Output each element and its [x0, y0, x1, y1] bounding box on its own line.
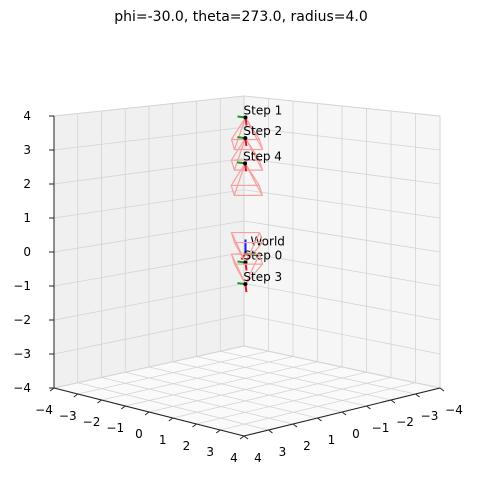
camera-frustum-edge	[233, 117, 247, 150]
y-tick-label: −1	[372, 421, 390, 435]
x-tick-label: 1	[159, 433, 167, 447]
grid-line	[243, 189, 441, 219]
world-label: World	[251, 235, 285, 249]
grid-line	[53, 158, 245, 185]
y-tick	[439, 387, 445, 392]
x-tick	[215, 429, 221, 434]
y-tick-label: 4	[254, 451, 262, 465]
z-tick-label: 3	[23, 143, 31, 157]
x-tick-label: 4	[230, 451, 238, 465]
camera-step-2: Step 2	[230, 124, 282, 171]
y-tick-label: 2	[303, 439, 311, 453]
z-tick-label: −1	[13, 279, 31, 293]
grid-line	[243, 126, 441, 151]
y-tick	[390, 399, 396, 404]
grid-line	[220, 350, 416, 395]
x-tick	[192, 423, 197, 428]
z-tick-label: 2	[23, 177, 31, 191]
y-tick-label: 3	[279, 445, 287, 459]
grid-lines	[53, 95, 441, 437]
grid-line	[243, 345, 441, 389]
axis-ticks: −4 −3 −2 −1 0 1 2 3 4 −4 −3 −2 −1 0 1 2 3 4 −4 −3 −2 −1 0 1 2 3 4	[13, 109, 463, 465]
camera-center	[243, 136, 248, 141]
x-tick	[144, 411, 150, 416]
grid-line	[148, 366, 343, 413]
z-tick-label: −3	[13, 347, 31, 361]
x-tick-label: −4	[35, 403, 53, 417]
camera-label: Step 0	[243, 249, 282, 263]
x-tick	[97, 399, 102, 404]
x-tick	[73, 393, 79, 398]
camera-frustum-edge	[244, 253, 261, 285]
y-tick-label: −2	[396, 415, 414, 429]
camera-center	[243, 161, 248, 166]
camera-frustum-edge	[233, 137, 246, 171]
figure-title: phi=-30.0, theta=273.0, radius=4.0	[114, 9, 368, 25]
grid-line	[243, 95, 441, 117]
camera-label: Step 2	[243, 124, 282, 138]
y-tick	[292, 423, 298, 428]
y-tick	[317, 417, 322, 422]
y-tick	[366, 405, 371, 410]
camera-frustum-edge	[230, 117, 247, 140]
x-tick	[239, 435, 245, 440]
camera-frustum-edge	[245, 242, 263, 263]
y-tick	[341, 411, 347, 416]
y-tick-label: −4	[445, 403, 463, 417]
camera-frustum-edge	[233, 263, 246, 285]
z-tick-label: −4	[13, 381, 31, 395]
camera-label: Step 4	[243, 149, 282, 163]
camera-step-4: Step 4	[230, 149, 282, 197]
x-tick	[49, 387, 55, 392]
grid-line	[220, 382, 416, 431]
x-tick-label: 0	[135, 427, 143, 441]
grid-line	[53, 220, 245, 253]
x-tick-label: 2	[183, 439, 191, 453]
x-tick-label: −3	[59, 409, 77, 423]
grid-line	[53, 126, 245, 151]
camera-step-1: Step 1	[230, 104, 283, 151]
camera-center	[243, 115, 248, 120]
z-tick-label: 4	[23, 109, 31, 123]
axes-3d: −4 −3 −2 −1 0 1 2 3 4 −4 −3 −2 −1 0 1 2 3 4 −4 −3 −2 −1 0 1 2 3 4	[13, 95, 463, 465]
camera-frustum-edge	[230, 137, 246, 161]
camera-center	[243, 282, 248, 287]
grid-line	[196, 356, 392, 401]
camera-frustum-edge	[233, 163, 246, 196]
camera-frustum-edge	[244, 117, 264, 150]
x-tick-label: −1	[106, 421, 124, 435]
camera-frustum-edge	[244, 263, 263, 285]
x-tick-label: −2	[83, 415, 101, 429]
camera-label: Step 3	[243, 270, 282, 284]
grid-line	[196, 377, 392, 425]
x-tick	[168, 417, 174, 422]
grid-line	[172, 371, 367, 419]
camera-frustum-edge	[233, 242, 247, 263]
y-tick	[243, 435, 249, 440]
grid-line	[243, 158, 441, 185]
grid-line	[53, 189, 245, 219]
y-tick	[415, 393, 420, 398]
y-tick-label: −3	[421, 409, 439, 423]
camera-step-0: Step 0	[230, 231, 282, 271]
camera-frustum-edge	[244, 232, 261, 263]
x-tick-label: 3	[206, 445, 214, 459]
camera-step-3: Step 3	[230, 253, 282, 293]
grid-line	[172, 361, 367, 407]
y-tick	[268, 429, 273, 434]
z-tick-label: 0	[23, 245, 31, 259]
y-tick-label: 0	[352, 427, 360, 441]
y-tick-label: 1	[328, 433, 336, 447]
z-tick-label: −2	[13, 313, 31, 327]
camera-frustum-edge	[230, 163, 246, 186]
camera-frustum-edge	[244, 163, 263, 196]
z-tick-label: 1	[23, 211, 31, 225]
camera-frustum-edge	[244, 137, 263, 171]
camera-label: Step 1	[244, 104, 283, 118]
grid-line	[53, 95, 245, 117]
grid-line	[243, 220, 441, 253]
x-tick	[120, 405, 126, 410]
